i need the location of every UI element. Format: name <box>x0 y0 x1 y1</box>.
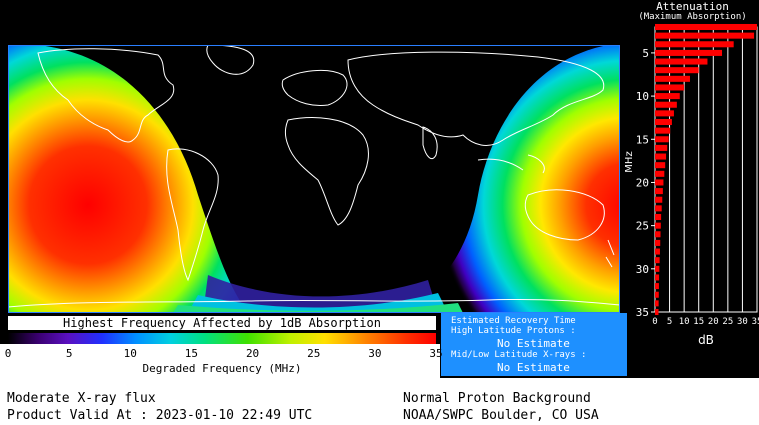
attenuation-bar <box>655 213 662 221</box>
attenuation-bar <box>655 274 660 281</box>
attenuation-bar <box>655 67 699 74</box>
attenuation-ytick-label: 10 <box>636 90 649 103</box>
attenuation-xtick-label: 25 <box>722 317 733 327</box>
attenuation-bar <box>655 222 661 229</box>
recovery-mid-lat-value: No Estimate <box>497 361 570 374</box>
attenuation-bar <box>655 308 659 316</box>
absorption-region-east <box>398 45 620 313</box>
attenuation-xtick-label: 10 <box>679 317 690 327</box>
attenuation-bar <box>655 49 723 56</box>
attenuation-ytick-label: 30 <box>636 263 649 276</box>
attenuation-ytick-label: 25 <box>636 220 649 233</box>
attenuation-ytick-label: 15 <box>636 133 649 146</box>
attenuation-bar <box>655 127 671 134</box>
attenuation-title: Attenuation <box>656 0 729 13</box>
attenuation-xtick-label: 20 <box>708 317 719 327</box>
colorbar-scale-area <box>0 344 440 378</box>
attenuation-bar <box>655 265 660 272</box>
recovery-high-lat-value: No Estimate <box>497 337 570 350</box>
colorbar-tick-label: 5 <box>65 347 73 360</box>
attenuation-bar <box>655 162 666 169</box>
attenuation-bar <box>655 291 659 298</box>
attenuation-bar <box>655 283 659 290</box>
attenuation-bar <box>655 23 757 31</box>
source-label: NOAA/SWPC Boulder, CO USA <box>403 408 599 423</box>
attenuation-bar <box>655 41 734 48</box>
attenuation-bar <box>655 205 662 212</box>
attenuation-bar <box>655 188 663 195</box>
attenuation-bar <box>655 58 708 65</box>
attenuation-bar <box>655 231 661 238</box>
attenuation-title-block: Attenuation (Maximum Absorption) <box>630 0 755 22</box>
absorption-region-west <box>8 45 248 313</box>
attenuation-xlabel: dB <box>698 333 714 347</box>
attenuation-chart: 5101520253035MHz05101520253035dB <box>620 22 759 356</box>
attenuation-bar <box>655 75 690 82</box>
attenuation-bar <box>655 153 667 160</box>
attenuation-bar <box>655 32 755 39</box>
attenuation-bar <box>655 118 672 126</box>
colorbar-tick-label: 10 <box>123 347 137 360</box>
attenuation-bar <box>655 101 677 108</box>
colorbar <box>8 331 436 346</box>
colorbar-tick-label: 15 <box>184 347 199 360</box>
attenuation-xtick-label: 35 <box>752 317 759 327</box>
attenuation-bar <box>655 136 669 143</box>
attenuation-xtick-label: 5 <box>667 317 672 327</box>
colorbar-tick-label: 0 <box>4 347 12 360</box>
attenuation-ytick-label: 35 <box>636 306 649 319</box>
flux-status: Moderate X-ray flux <box>7 391 156 406</box>
attenuation-bar <box>655 248 660 255</box>
attenuation-ytick-label: 20 <box>636 176 649 189</box>
attenuation-bar <box>655 179 664 186</box>
attenuation-ylabel: MHz <box>624 151 635 172</box>
recovery-title: Estimated Recovery Time <box>451 316 576 326</box>
valid-time: Product Valid At : 2023-01-10 22:49 UTC <box>7 408 313 423</box>
recovery-box: Estimated Recovery Time High Latitude Pr… <box>441 313 627 376</box>
colorbar-tick-label: 30 <box>368 347 382 360</box>
attenuation-ytick-label: 5 <box>642 47 649 60</box>
attenuation-xtick-label: 15 <box>693 317 704 327</box>
attenuation-bar <box>655 257 660 264</box>
colorbar-tick-label: 25 <box>307 347 321 360</box>
attenuation-bar <box>655 144 668 151</box>
attenuation-subtitle: (Maximum Absorption) <box>638 12 747 22</box>
recovery-mid-lat-label: Mid/Low Latitude X-rays : <box>451 350 587 360</box>
proton-status: Normal Proton Background <box>403 391 591 406</box>
absorption-map <box>8 45 620 313</box>
attenuation-bar <box>655 110 674 117</box>
coastlines <box>8 45 620 308</box>
colorbar-tick-label: 20 <box>245 347 260 360</box>
attenuation-bar <box>655 170 665 177</box>
attenuation-xtick-label: 0 <box>652 317 657 327</box>
recovery-high-lat-label: High Latitude Protons : <box>451 326 576 336</box>
attenuation-bar <box>655 84 685 91</box>
attenuation-bar <box>655 300 659 307</box>
colorbar-caption: Degraded Frequency (MHz) <box>142 362 302 375</box>
attenuation-xtick-label: 30 <box>737 317 748 327</box>
colorbar-title: Highest Frequency Affected by 1dB Absorp… <box>8 316 436 330</box>
attenuation-bar <box>655 93 680 100</box>
absorption-region-south <box>203 275 438 313</box>
colorbar-tick-label: 35 <box>429 347 443 360</box>
footer: Moderate X-ray flux Product Valid At : 2… <box>0 378 759 425</box>
attenuation-bar <box>655 239 661 246</box>
attenuation-bar <box>655 196 663 203</box>
